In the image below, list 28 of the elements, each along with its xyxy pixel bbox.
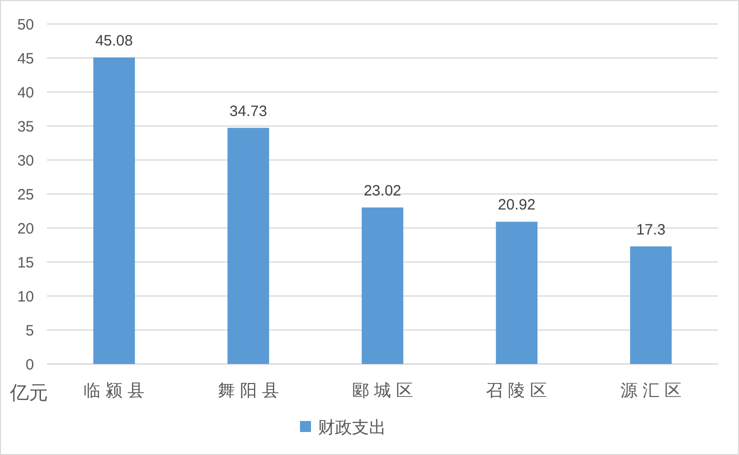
bar <box>496 222 538 364</box>
y-tick-label: 40 <box>17 84 34 102</box>
y-tick-label: 5 <box>26 322 34 340</box>
bar <box>93 57 135 364</box>
y-tick-label: 15 <box>17 254 34 272</box>
y-axis-title: 亿元 <box>9 383 48 404</box>
y-tick-label: 45 <box>17 50 34 68</box>
data-label: 20.92 <box>498 196 536 214</box>
y-tick-label: 0 <box>26 356 34 374</box>
y-tick-label: 50 <box>17 16 34 34</box>
bar <box>362 207 404 364</box>
data-label: 34.73 <box>230 102 268 120</box>
x-tick-label: 源汇区 <box>620 381 686 400</box>
y-tick-label: 10 <box>17 288 34 306</box>
y-tick-label: 30 <box>17 152 34 170</box>
y-tick-label: 35 <box>17 118 34 136</box>
x-tick-label: 郾城区 <box>352 381 418 400</box>
x-tick-label: 临颍县 <box>84 381 150 400</box>
bar <box>630 246 672 364</box>
data-label: 17.3 <box>636 221 666 238</box>
x-tick-label: 召陵区 <box>486 381 552 400</box>
data-label: 45.08 <box>95 32 133 50</box>
x-tick-label: 舞阳县 <box>218 381 284 400</box>
bar <box>228 128 270 364</box>
legend-label: 财政支出 <box>318 418 386 437</box>
data-label: 23.02 <box>364 182 402 200</box>
y-tick-label: 25 <box>17 186 34 204</box>
y-tick-label: 20 <box>17 220 34 238</box>
